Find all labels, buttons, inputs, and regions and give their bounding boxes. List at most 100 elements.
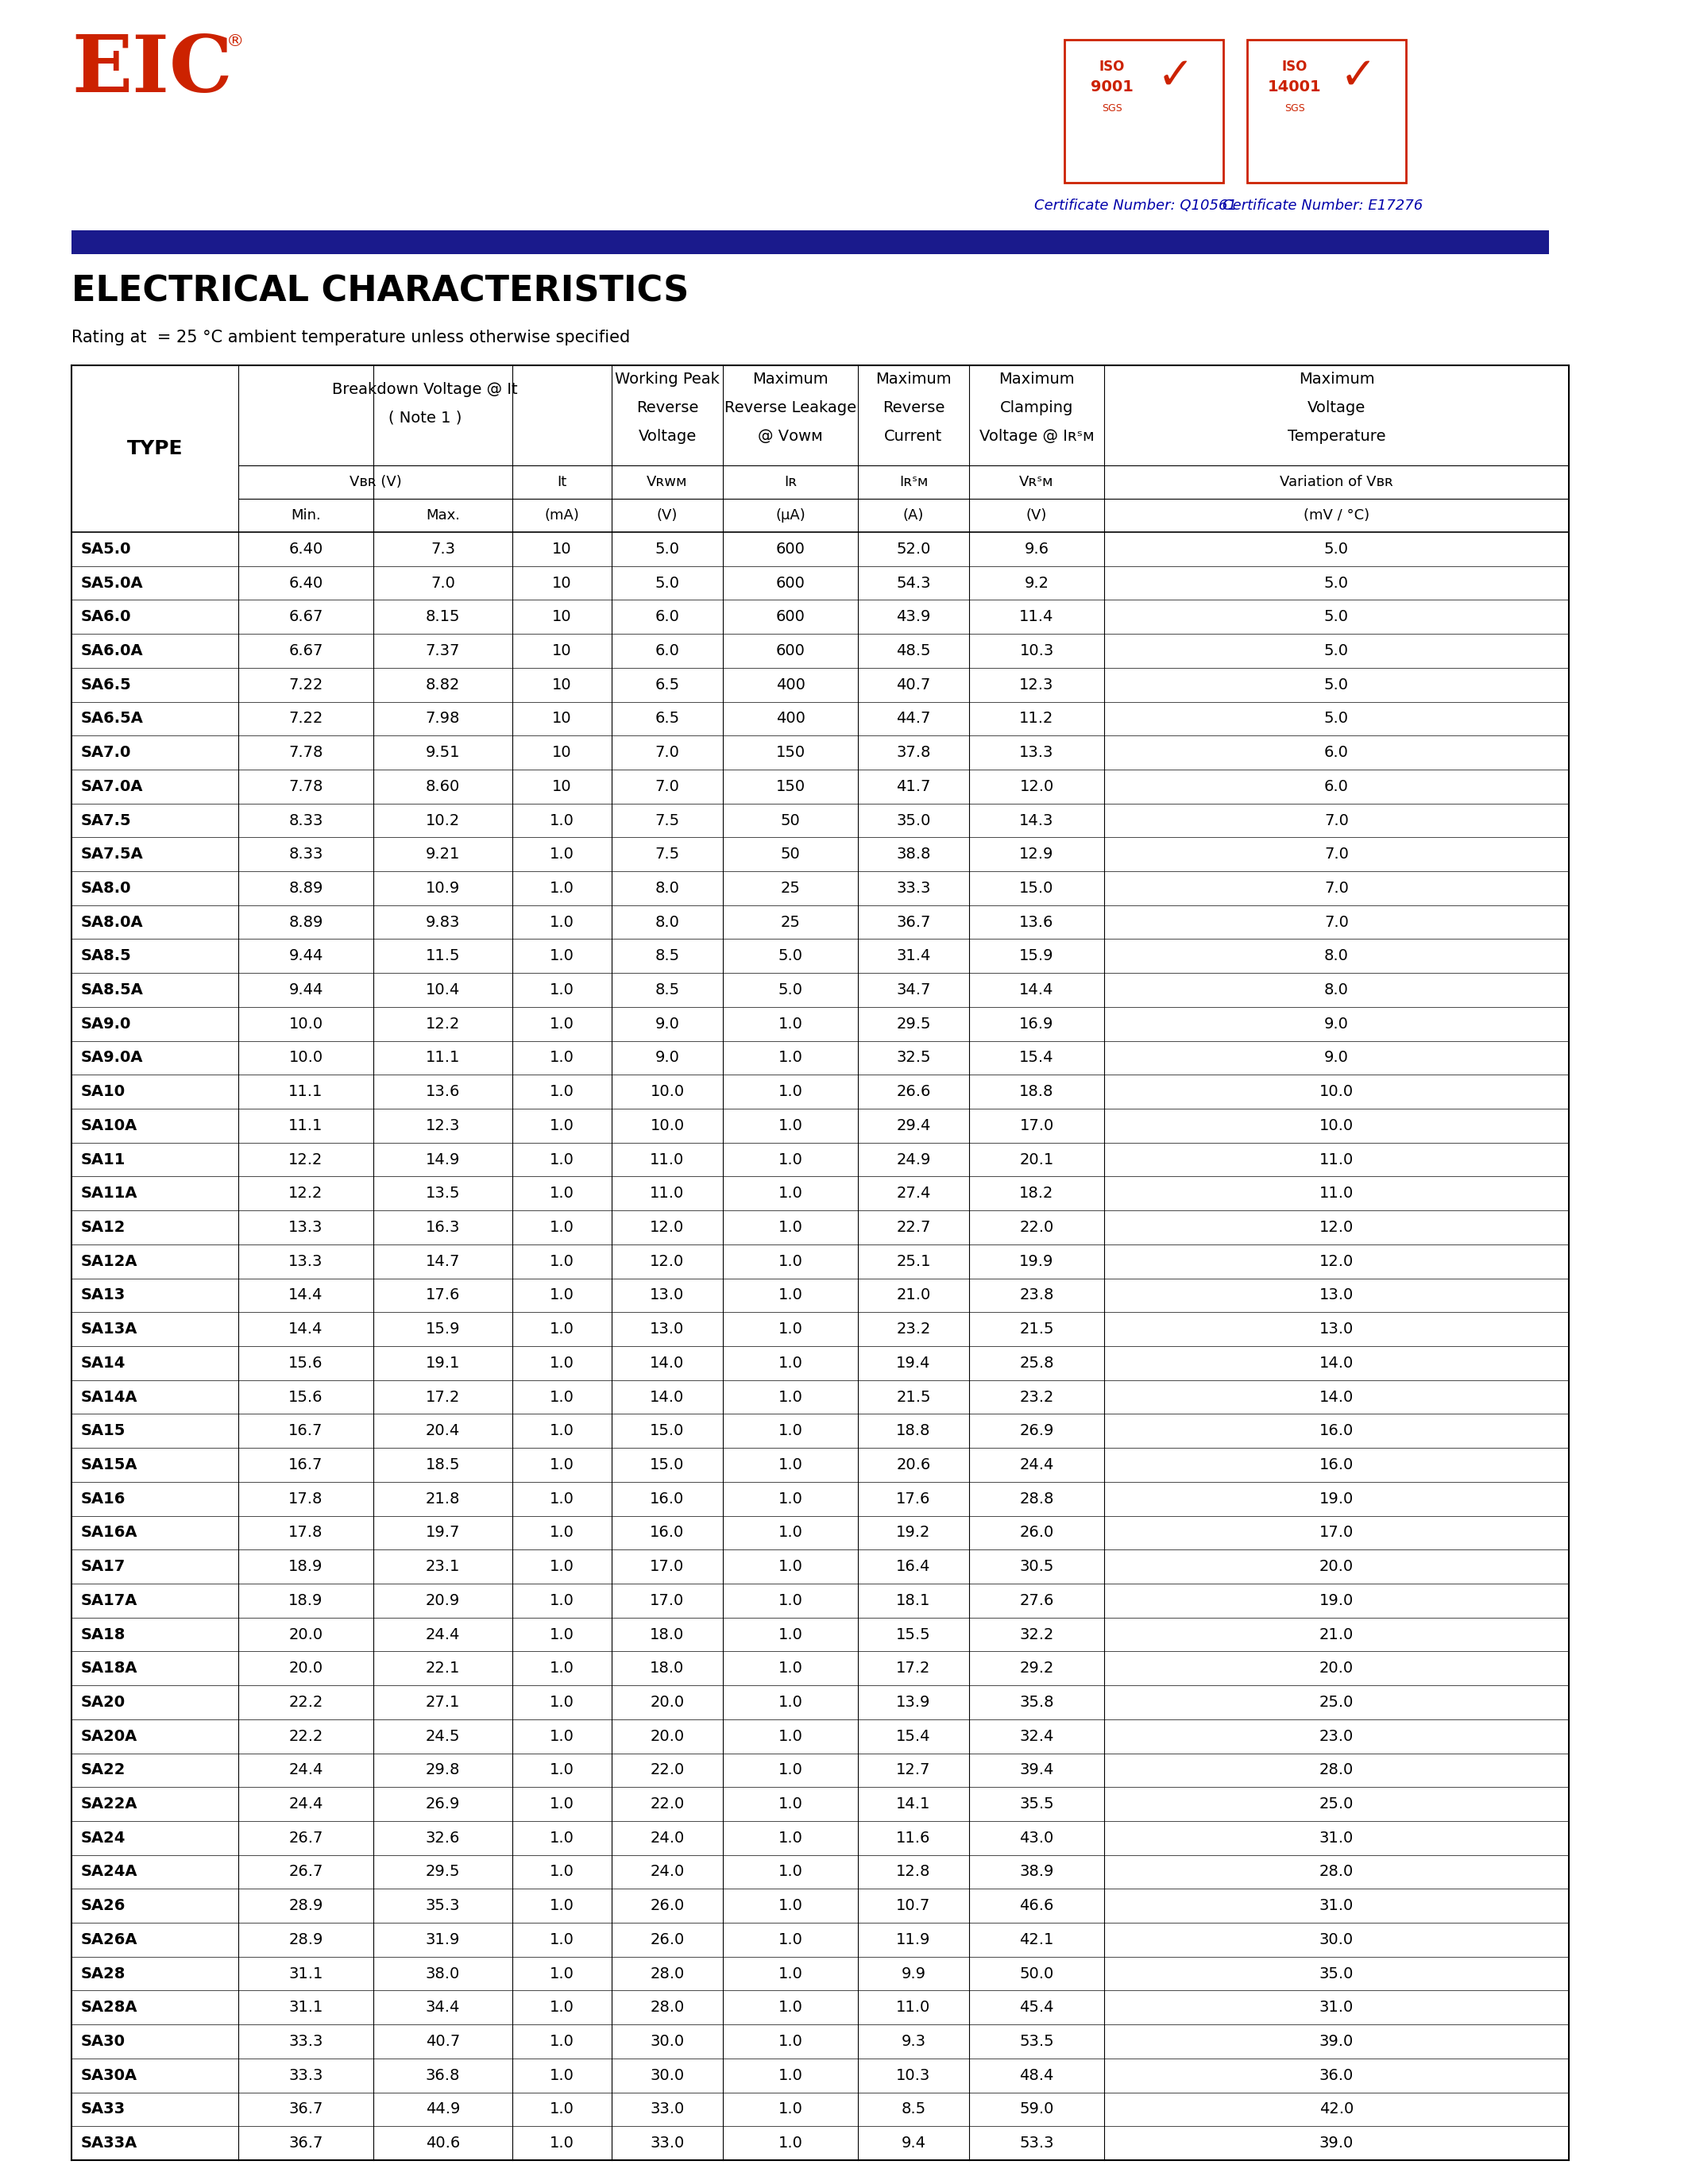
Text: 17.0: 17.0 (1320, 1524, 1354, 1540)
Text: 46.6: 46.6 (1020, 1898, 1053, 1913)
Text: 22.7: 22.7 (896, 1221, 930, 1234)
Text: 1.0: 1.0 (550, 1051, 574, 1066)
Text: 1.0: 1.0 (778, 2101, 803, 2116)
Text: 7.0: 7.0 (1323, 915, 1349, 930)
Text: 1.0: 1.0 (550, 1356, 574, 1372)
Text: 40.7: 40.7 (425, 2033, 461, 2049)
Text: 8.5: 8.5 (655, 948, 680, 963)
Text: 9.6: 9.6 (1025, 542, 1048, 557)
Text: 10.3: 10.3 (896, 2068, 930, 2084)
Text: 12.2: 12.2 (425, 1016, 461, 1031)
Text: SA10A: SA10A (81, 1118, 138, 1133)
Text: 14.4: 14.4 (1020, 983, 1053, 998)
Text: SA14: SA14 (81, 1356, 127, 1372)
Text: 1.0: 1.0 (550, 2101, 574, 2116)
Text: 40.6: 40.6 (425, 2136, 461, 2151)
Text: 38.0: 38.0 (425, 1966, 461, 1981)
Text: 9.83: 9.83 (425, 915, 461, 930)
Text: 48.5: 48.5 (896, 644, 930, 657)
Text: 9.2: 9.2 (1025, 574, 1048, 590)
Text: Vʙʀ (V): Vʙʀ (V) (349, 474, 402, 489)
Text: 1.0: 1.0 (550, 1933, 574, 1948)
Text: SA8.0A: SA8.0A (81, 915, 143, 930)
Text: 1.0: 1.0 (550, 1730, 574, 1743)
Text: SA10: SA10 (81, 1083, 125, 1099)
Text: 8.0: 8.0 (1323, 983, 1349, 998)
Text: 9.0: 9.0 (655, 1016, 680, 1031)
Text: 18.5: 18.5 (425, 1457, 461, 1472)
Text: 7.98: 7.98 (425, 712, 461, 727)
Text: ®: ® (226, 33, 245, 50)
Text: 7.37: 7.37 (425, 644, 461, 657)
Text: 14.3: 14.3 (1020, 812, 1053, 828)
Text: 7.78: 7.78 (289, 745, 322, 760)
Text: 18.2: 18.2 (1020, 1186, 1053, 1201)
Text: 24.5: 24.5 (425, 1730, 461, 1743)
Text: 29.8: 29.8 (425, 1762, 461, 1778)
Text: 27.4: 27.4 (896, 1186, 930, 1201)
Text: SA15A: SA15A (81, 1457, 138, 1472)
Text: SA8.5A: SA8.5A (81, 983, 143, 998)
Text: SA7.0A: SA7.0A (81, 780, 143, 795)
Text: 30.0: 30.0 (1320, 1933, 1354, 1948)
Text: 18.8: 18.8 (896, 1424, 930, 1439)
Text: 44.9: 44.9 (425, 2101, 461, 2116)
Text: 1.0: 1.0 (550, 948, 574, 963)
Text: 1.0: 1.0 (778, 2136, 803, 2151)
Text: 18.1: 18.1 (896, 1592, 930, 1607)
Text: 9.3: 9.3 (901, 2033, 925, 2049)
Text: 28.0: 28.0 (1320, 1762, 1354, 1778)
Text: 11.9: 11.9 (896, 1933, 930, 1948)
Text: 5.0: 5.0 (778, 983, 803, 998)
Text: 18.0: 18.0 (650, 1660, 684, 1675)
Text: ( Note 1 ): ( Note 1 ) (388, 411, 463, 426)
Text: 1.0: 1.0 (778, 2033, 803, 2049)
Text: 21.0: 21.0 (1320, 1627, 1354, 1642)
Text: SA16A: SA16A (81, 1524, 138, 1540)
Text: SA8.5: SA8.5 (81, 948, 132, 963)
Text: (A): (A) (903, 509, 923, 522)
Text: 20.1: 20.1 (1020, 1151, 1053, 1166)
Text: 39.0: 39.0 (1320, 2033, 1354, 2049)
Text: 29.5: 29.5 (425, 1865, 461, 1880)
Text: 34.7: 34.7 (896, 983, 930, 998)
Text: 29.4: 29.4 (896, 1118, 930, 1133)
Text: 17.0: 17.0 (1020, 1118, 1053, 1133)
Text: 1.0: 1.0 (778, 1016, 803, 1031)
Text: 13.6: 13.6 (425, 1083, 461, 1099)
Text: 11.4: 11.4 (1020, 609, 1053, 625)
Text: 10.0: 10.0 (650, 1083, 684, 1099)
Text: 33.3: 33.3 (289, 2068, 322, 2084)
Text: 12.0: 12.0 (1320, 1221, 1354, 1234)
Text: 1.0: 1.0 (550, 1627, 574, 1642)
Text: SA6.5: SA6.5 (81, 677, 132, 692)
Text: 1.0: 1.0 (550, 1457, 574, 1472)
Text: 1.0: 1.0 (550, 1321, 574, 1337)
Text: 1.0: 1.0 (778, 2068, 803, 2084)
Text: 1.0: 1.0 (778, 1730, 803, 1743)
Text: 1.0: 1.0 (550, 1151, 574, 1166)
Text: 1.0: 1.0 (778, 1492, 803, 1507)
Text: SA12A: SA12A (81, 1254, 138, 1269)
Text: 8.0: 8.0 (655, 915, 680, 930)
Text: 20.0: 20.0 (289, 1660, 322, 1675)
Text: 19.4: 19.4 (896, 1356, 930, 1372)
Text: SA20: SA20 (81, 1695, 125, 1710)
Text: 26.7: 26.7 (289, 1830, 322, 1845)
Text: 6.40: 6.40 (289, 542, 322, 557)
Text: 11.5: 11.5 (425, 948, 461, 963)
Text: ELECTRICAL CHARACTERISTICS: ELECTRICAL CHARACTERISTICS (71, 273, 689, 308)
Text: 50: 50 (780, 847, 800, 863)
Text: Maximum: Maximum (1298, 371, 1374, 387)
Text: 7.0: 7.0 (1323, 847, 1349, 863)
Text: 14.4: 14.4 (289, 1289, 322, 1304)
Text: 35.5: 35.5 (1020, 1797, 1053, 1811)
Text: 1.0: 1.0 (778, 1592, 803, 1607)
Text: 12.3: 12.3 (425, 1118, 461, 1133)
Text: 20.0: 20.0 (289, 1627, 322, 1642)
Text: 1.0: 1.0 (550, 1221, 574, 1234)
Text: Current: Current (885, 428, 942, 443)
Text: 8.33: 8.33 (289, 812, 322, 828)
Text: Reverse: Reverse (883, 400, 945, 415)
Text: 33.3: 33.3 (289, 2033, 322, 2049)
